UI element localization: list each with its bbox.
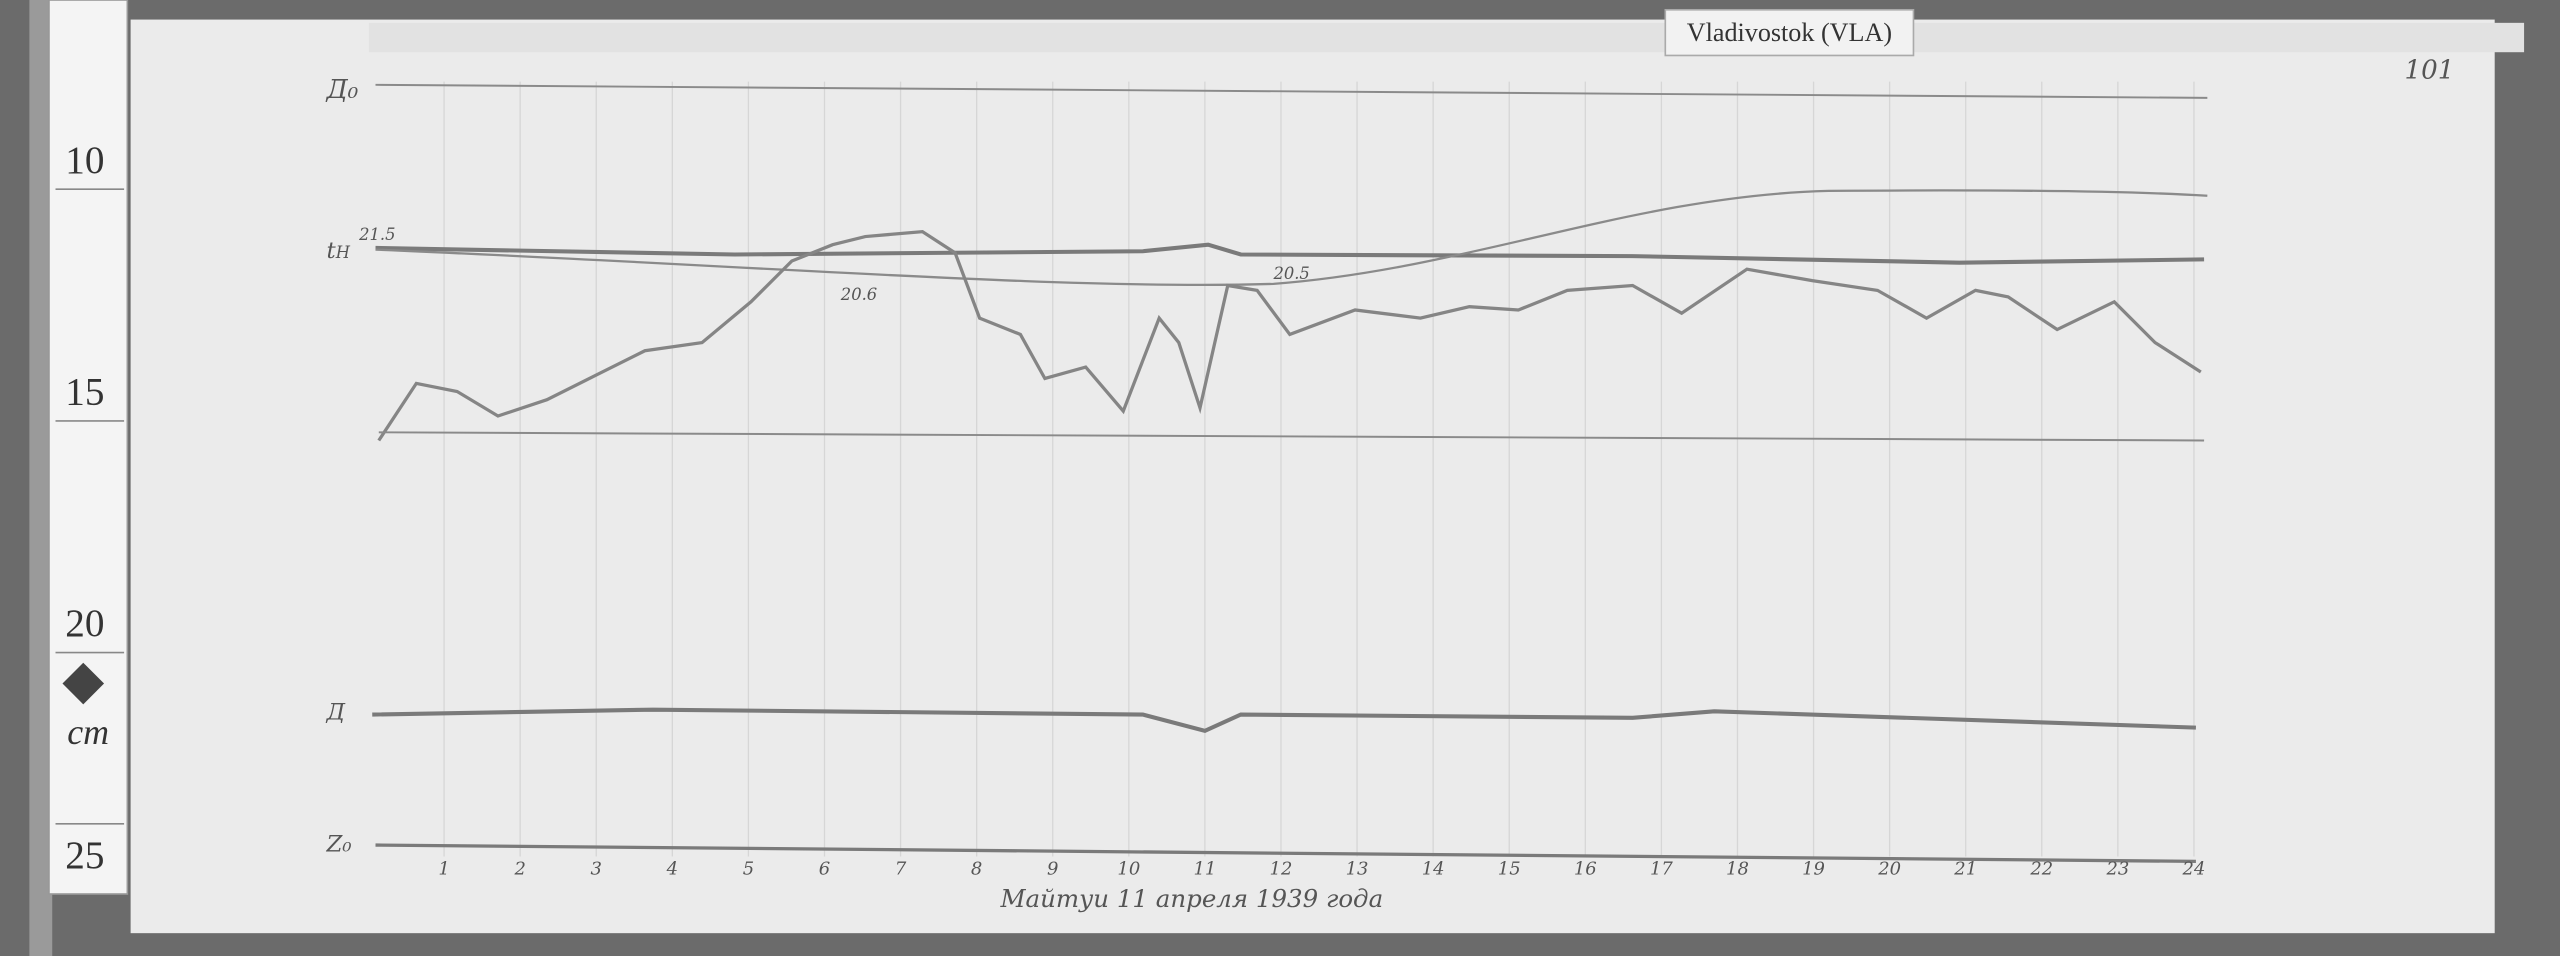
hour-label: 11 [1193, 858, 1216, 879]
sheet-number: 101 [2404, 55, 2454, 85]
baseline-z0 [375, 843, 2196, 864]
paper [130, 19, 2495, 934]
hour-labels: 1 2 3 4 5 6 7 8 9 10 11 12 13 14 15 16 17 18 19 20 21 22 23 24 [438, 858, 2205, 879]
traces [372, 83, 2208, 864]
ruler-mark: 25 [65, 834, 104, 877]
trace-label: Z₀ [326, 832, 352, 858]
baseline-h0 [378, 431, 2205, 442]
trace-h [375, 242, 2205, 265]
hour-label: 12 [1270, 858, 1293, 879]
trace-d [372, 707, 2196, 734]
hour-label: 7 [895, 858, 907, 879]
hour-label: 14 [1422, 858, 1445, 879]
ruler [48, 0, 129, 895]
station-label: Vladivostok (VLA) [1687, 18, 1892, 47]
frame [29, 0, 53, 956]
hour-label: 2 [513, 858, 525, 879]
trace-z [377, 229, 2202, 442]
hour-label: 5 [743, 858, 754, 879]
hour-label: 6 [819, 858, 830, 879]
hour-label: 4 [666, 858, 678, 879]
ruler-mark: 10 [65, 139, 104, 182]
trace-label: Д₀ [326, 75, 359, 105]
hour-label: 13 [1346, 858, 1369, 879]
ruler-unit: cm [67, 712, 109, 752]
hour-label: 18 [1726, 858, 1749, 879]
hour-label: 21 [1953, 858, 1977, 879]
hour-label: 3 [591, 858, 602, 879]
annotation: 21.5 [358, 225, 395, 244]
hour-label: 20 [1877, 858, 1901, 879]
station-label-box [1664, 8, 1915, 57]
top-strip [368, 22, 2525, 53]
trace-label: tH [327, 238, 351, 264]
hour-grid [443, 81, 2195, 857]
hour-label: 16 [1574, 858, 1597, 879]
hour-label: 19 [1802, 858, 1825, 879]
hour-label: 10 [1117, 858, 1140, 879]
ruler-ticks [55, 188, 125, 825]
hour-label: 9 [1047, 858, 1058, 879]
caption: Майтуи 11 апреля 1939 года [999, 884, 1383, 913]
hour-label: 24 [2182, 858, 2206, 879]
hour-label: 15 [1498, 858, 1521, 879]
hour-label: 23 [2105, 858, 2129, 879]
hour-label: 1 [438, 858, 449, 879]
hour-label: 22 [2029, 858, 2053, 879]
baseline-d0 [375, 83, 2208, 99]
annotation: 20.5 [1272, 264, 1309, 283]
hour-label: 8 [971, 858, 982, 879]
ruler-mark: 20 [65, 602, 104, 645]
trace-label: Д [326, 699, 346, 725]
ruler-mark: 15 [65, 371, 104, 414]
trace-smooth [375, 189, 2208, 287]
annotation: 20.6 [840, 285, 877, 304]
hour-label: 17 [1650, 858, 1673, 879]
